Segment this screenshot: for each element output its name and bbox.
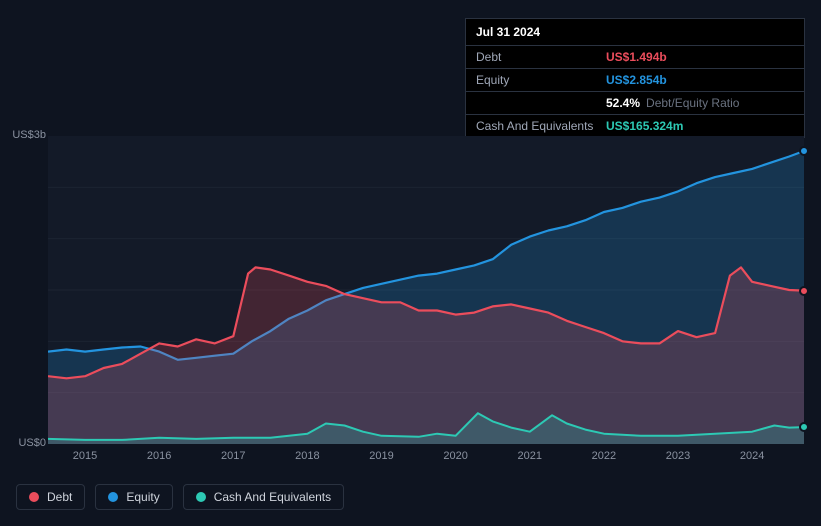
x-axis-label: 2023 (666, 450, 690, 462)
x-axis-label: 2022 (592, 450, 616, 462)
chart-tooltip: Jul 31 2024 DebtUS$1.494bEquityUS$2.854b… (465, 18, 805, 138)
x-axis-label: 2016 (147, 450, 171, 462)
x-axis-label: 2021 (518, 450, 542, 462)
tooltip-row-value: 52.4% (606, 96, 640, 110)
legend-item[interactable]: Equity (95, 484, 172, 510)
tooltip-row-extra: Debt/Equity Ratio (646, 96, 739, 110)
tooltip-row: EquityUS$2.854b (466, 69, 804, 92)
chart-plot-area[interactable] (48, 136, 804, 444)
x-axis-label: 2018 (295, 450, 319, 462)
legend-item[interactable]: Debt (16, 484, 85, 510)
legend-label: Equity (126, 490, 159, 504)
legend-swatch-icon (29, 492, 39, 502)
legend-swatch-icon (196, 492, 206, 502)
tooltip-row-label: Debt (476, 50, 606, 64)
series-end-marker (799, 422, 809, 432)
tooltip-date: Jul 31 2024 (466, 19, 804, 46)
legend-label: Cash And Equivalents (214, 490, 331, 504)
tooltip-row-label (476, 96, 606, 110)
legend-label: Debt (47, 490, 72, 504)
series-end-marker (799, 146, 809, 156)
tooltip-row-value: US$1.494b (606, 50, 667, 64)
x-axis-label: 2015 (73, 450, 97, 462)
x-axis-label: 2024 (740, 450, 764, 462)
legend-swatch-icon (108, 492, 118, 502)
y-axis-label: US$3b (0, 129, 46, 141)
x-axis-label: 2019 (369, 450, 393, 462)
tooltip-row: DebtUS$1.494b (466, 46, 804, 69)
chart-legend: Debt Equity Cash And Equivalents (16, 484, 344, 510)
x-axis-label: 2020 (443, 450, 467, 462)
legend-item[interactable]: Cash And Equivalents (183, 484, 344, 510)
chart-container: US$3bUS$0 201520162017201820192020202120… (16, 126, 806, 466)
tooltip-row-label: Equity (476, 73, 606, 87)
tooltip-row-value: US$2.854b (606, 73, 667, 87)
tooltip-row: 52.4% Debt/Equity Ratio (466, 92, 804, 115)
y-axis-label: US$0 (0, 437, 46, 449)
x-axis-label: 2017 (221, 450, 245, 462)
x-axis-labels: 2015 2016 2017 2018 2019 2020 2021 2022 2023 2024 (48, 450, 804, 470)
series-end-marker (799, 286, 809, 296)
